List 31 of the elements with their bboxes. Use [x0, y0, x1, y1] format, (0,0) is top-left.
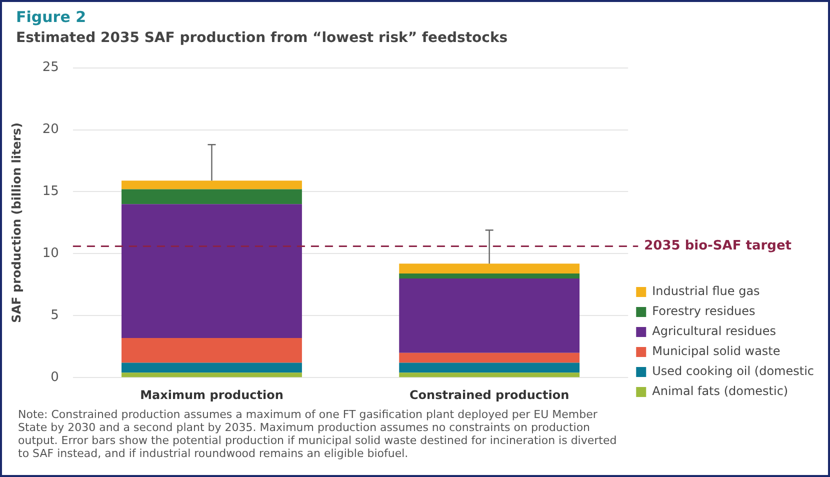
- legend-label: Used cooking oil (domestic: [652, 364, 814, 378]
- x-tick-label: Constrained production: [409, 388, 570, 402]
- legend-label: Forestry residues: [652, 304, 756, 318]
- bar: [399, 274, 580, 278]
- chart-title: Figure 2: [16, 8, 88, 26]
- text: Note: Constrained production assumes a maximum of one FT gasification plant deployed per EU Member State by 2030 and a second plant by 2035. Maximum production assumes no constraints on production output. Error bars show the potential production if municipal solid waste destined for incineration is diverted to SAF instead, and if industrial roundwood remains an eligible biofuel.: [18, 408, 618, 460]
- bar: [122, 189, 302, 204]
- y-tick-label: 10: [42, 246, 59, 262]
- y-tick-label: 15: [42, 184, 59, 200]
- legend-label: Animal fats (domestic): [652, 384, 788, 398]
- bar: [399, 362, 580, 373]
- legend-label: Municipal solid waste: [652, 344, 780, 358]
- bar: [399, 352, 580, 363]
- y-tick-label: 20: [42, 122, 59, 138]
- bar: [399, 278, 580, 353]
- bar: [122, 204, 302, 338]
- bar: [122, 362, 302, 373]
- y-tick-label: 0: [50, 370, 59, 385]
- bar: [122, 338, 302, 363]
- bar: [122, 372, 302, 378]
- legend-label: Agricultural residues: [652, 324, 776, 338]
- ref-line-label: 2035 bio-SAF target: [644, 238, 792, 254]
- y-tick-label: 25: [42, 60, 59, 76]
- bar: [399, 264, 580, 274]
- legend-label: Industrial flue gas: [652, 284, 760, 298]
- bar: [122, 180, 302, 190]
- y-tick-label: 5: [50, 308, 59, 324]
- chart-subtitle: Estimated 2035 SAF production from “lowest risk” feedstocks: [16, 30, 509, 46]
- y-axis-title: SAF production (billion liters): [9, 122, 24, 323]
- bar: [399, 372, 580, 378]
- x-tick-label: Maximum production: [140, 388, 284, 402]
